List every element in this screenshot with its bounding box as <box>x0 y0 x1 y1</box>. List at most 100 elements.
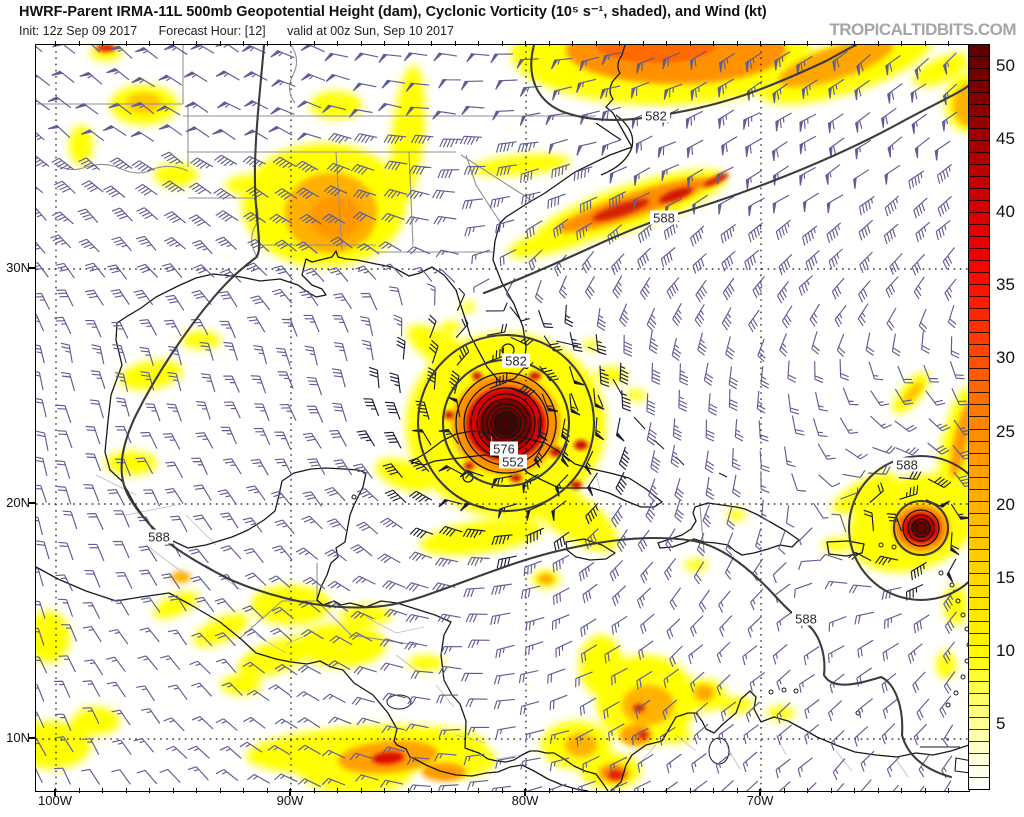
colorbar-segment <box>969 177 989 190</box>
minor-tick-top <box>666 41 667 46</box>
minor-tick-top <box>689 41 691 46</box>
minor-tick-bottom <box>619 788 620 793</box>
colorbar-segment <box>969 681 989 694</box>
lat-axis-tick <box>29 267 36 269</box>
minor-tick-top <box>125 41 127 46</box>
minor-tick-top <box>501 41 503 46</box>
minor-tick-bottom <box>572 788 573 793</box>
minor-tick-bottom <box>384 788 385 793</box>
minor-tick-bottom <box>55 788 56 793</box>
svg-text:588: 588 <box>896 458 918 473</box>
island-dots <box>351 494 969 716</box>
minor-tick-top <box>102 41 103 46</box>
colorbar-segment <box>969 633 989 646</box>
lon-axis-label: 90W <box>276 793 304 808</box>
minor-tick-top <box>807 41 808 46</box>
colorbar-segment <box>969 333 989 346</box>
minor-tick-top <box>901 41 902 46</box>
colorbar-segment <box>969 429 989 442</box>
svg-text:582: 582 <box>645 109 667 124</box>
minor-tick-top <box>337 41 338 46</box>
minor-tick-bottom <box>149 788 150 793</box>
minor-tick-top <box>149 41 150 46</box>
colorbar-segment <box>969 585 989 598</box>
minor-tick-top <box>572 41 573 46</box>
state-country-borders <box>36 45 705 646</box>
colorbar-segment <box>969 189 989 202</box>
minor-tick-bottom <box>337 788 338 793</box>
minor-tick-bottom <box>713 788 714 793</box>
colorbar-segment <box>969 105 989 118</box>
minor-tick-bottom <box>196 788 197 793</box>
colorbar-segment <box>969 705 989 718</box>
colorbar-tick-label: 25 <box>996 421 1015 441</box>
lat-axis-tick <box>29 502 36 504</box>
minor-tick-bottom <box>407 788 409 793</box>
minor-tick-top <box>313 41 315 46</box>
svg-text:588: 588 <box>653 211 675 226</box>
minor-tick-top <box>783 41 785 46</box>
minor-tick-top <box>384 41 385 46</box>
minor-tick-bottom <box>854 788 855 793</box>
minor-tick-bottom <box>290 788 291 793</box>
lon-axis-label: 80W <box>511 793 539 808</box>
colorbar-segment <box>969 393 989 406</box>
minor-tick-top <box>478 41 479 46</box>
minor-tick-top <box>55 41 56 46</box>
colorbar-segment <box>969 273 989 286</box>
colorbar-tick-label: 50 <box>996 55 1015 75</box>
forecast-hour: Forecast Hour: [12] <box>158 24 266 38</box>
minor-tick-top <box>548 41 550 46</box>
colorbar-tick-label: 15 <box>996 567 1015 587</box>
minor-tick-top <box>924 41 926 46</box>
colorbar-segment <box>969 441 989 454</box>
colorbar-segment <box>969 513 989 526</box>
colorbar-segment <box>969 153 989 166</box>
lon-axis-label: 100W <box>38 793 72 808</box>
colorbar-segment <box>969 57 989 70</box>
minor-tick-top <box>290 41 291 46</box>
minor-tick-bottom <box>243 788 244 793</box>
colorbar-segment <box>969 297 989 310</box>
init-line: Init: 12z Sep 09 2017 Forecast Hour: [12… <box>19 24 472 38</box>
svg-text:582: 582 <box>505 354 527 369</box>
minor-tick-bottom <box>760 788 761 793</box>
colorbar-segment <box>969 465 989 478</box>
colorbar-tick-label: 10 <box>996 641 1015 661</box>
colorbar-segment <box>969 609 989 622</box>
minor-tick-bottom <box>266 788 268 793</box>
page-title: HWRF-Parent IRMA-11L 500mb Geopotential … <box>19 4 767 20</box>
minor-tick-top <box>760 41 761 46</box>
colorbar-tick-label: 40 <box>996 202 1015 222</box>
colorbar-segment <box>969 81 989 94</box>
colorbar-tick-label: 20 <box>996 494 1015 514</box>
minor-tick-top <box>830 41 832 46</box>
lat-axis-label: 20N <box>6 495 30 510</box>
colorbar-segment <box>969 417 989 430</box>
tropicaltidbits-watermark: TROPICALTIDBITS.COM <box>829 20 1016 39</box>
minor-tick-bottom <box>501 788 503 793</box>
colorbar-segment <box>969 453 989 466</box>
minor-tick-top <box>360 41 362 46</box>
minor-tick-top <box>243 41 244 46</box>
minor-tick-bottom <box>525 788 526 793</box>
colorbar-segment <box>969 249 989 262</box>
svg-text:588: 588 <box>795 612 817 627</box>
colorbar-tick-label: 35 <box>996 275 1015 295</box>
minor-tick-bottom <box>666 788 667 793</box>
minor-tick-top <box>172 41 174 46</box>
colorbar-segment <box>969 345 989 358</box>
minor-tick-top <box>266 41 268 46</box>
colorbar-segment <box>969 237 989 250</box>
colorbar-segment <box>969 489 989 502</box>
minor-tick-bottom <box>102 788 103 793</box>
minor-tick-top <box>877 41 879 46</box>
minor-tick-top <box>736 41 738 46</box>
minor-tick-bottom <box>172 788 174 793</box>
minor-tick-bottom <box>924 788 926 793</box>
map-plot-area: 582 588 582 576 552 588 588 588 <box>35 44 970 792</box>
colorbar-segment <box>969 741 989 754</box>
minor-tick-top <box>431 41 432 46</box>
